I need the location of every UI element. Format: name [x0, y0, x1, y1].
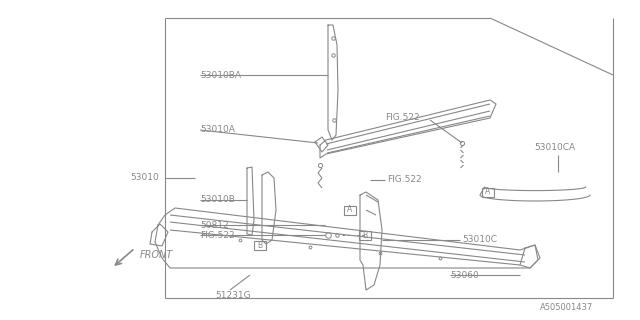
Text: 50812: 50812 — [200, 220, 228, 229]
Text: 53010A: 53010A — [200, 125, 235, 134]
Text: FRONT: FRONT — [140, 250, 173, 260]
Bar — [482, 188, 494, 196]
Text: A: A — [348, 205, 353, 214]
Text: FIG.522: FIG.522 — [387, 175, 422, 185]
Text: 53010CA: 53010CA — [534, 143, 575, 153]
Text: 53060: 53060 — [450, 270, 479, 279]
Bar — [359, 230, 371, 239]
Text: B: B — [362, 230, 367, 239]
Text: FIG.522: FIG.522 — [200, 230, 235, 239]
Bar — [254, 241, 266, 250]
Text: A505001437: A505001437 — [540, 303, 593, 313]
Text: 53010C: 53010C — [462, 236, 497, 244]
Text: B: B — [257, 241, 262, 250]
Text: 53010: 53010 — [130, 173, 159, 182]
Text: A: A — [485, 188, 491, 196]
Text: 51231G: 51231G — [215, 291, 251, 300]
Text: 53010BA: 53010BA — [200, 70, 241, 79]
Bar — [344, 205, 356, 214]
Text: 53010B: 53010B — [200, 196, 235, 204]
Text: FIG.522: FIG.522 — [385, 114, 420, 123]
